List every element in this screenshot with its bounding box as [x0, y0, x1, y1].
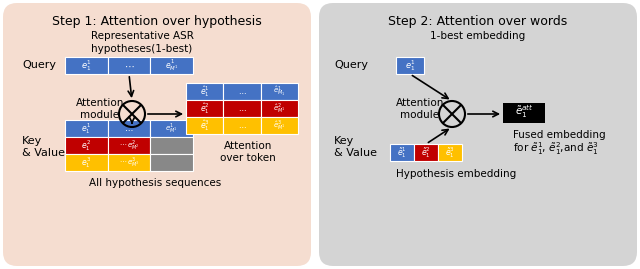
Text: All hypothesis sequences: All hypothesis sequences	[89, 178, 221, 188]
Text: Query: Query	[334, 60, 368, 70]
Text: $\hat{e}_{M^1}^3$: $\hat{e}_{M^1}^3$	[273, 119, 285, 132]
Text: $e_1^3$: $e_1^3$	[81, 155, 92, 170]
Bar	[150, 137, 193, 154]
Bar	[186, 117, 223, 134]
Bar	[390, 144, 414, 161]
Text: Attention
over token: Attention over token	[220, 141, 276, 163]
Bar	[223, 117, 260, 134]
Text: Representative ASR
hypotheses(1-best): Representative ASR hypotheses(1-best)	[91, 31, 193, 54]
Text: $e_1^1$: $e_1^1$	[404, 58, 415, 73]
Text: Hypothesis embedding: Hypothesis embedding	[396, 169, 516, 179]
Text: $\hat{e}_1^1$: $\hat{e}_1^1$	[200, 84, 209, 99]
Bar	[260, 117, 298, 134]
Text: $\cdots$: $\cdots$	[124, 124, 134, 133]
Text: $\tilde{e}_1^1$: $\tilde{e}_1^1$	[397, 145, 407, 160]
Bar	[108, 137, 150, 154]
Text: for $\tilde{e}_1^1$, $\tilde{e}_1^2$,and $\tilde{e}_1^3$: for $\tilde{e}_1^1$, $\tilde{e}_1^2$,and…	[513, 140, 598, 157]
Text: $e_{M^1}^1$: $e_{M^1}^1$	[164, 58, 179, 73]
Text: $\cdots\,e_{M^2}^2$: $\cdots\,e_{M^2}^2$	[118, 139, 140, 153]
Text: $\tilde{e}_1^2$: $\tilde{e}_1^2$	[421, 145, 431, 160]
Text: $e_1^1$: $e_1^1$	[81, 121, 92, 136]
Bar	[65, 120, 108, 137]
Bar	[108, 57, 150, 74]
Text: $\hat{e}_1^2$: $\hat{e}_1^2$	[200, 101, 209, 116]
Text: Fused embedding: Fused embedding	[513, 130, 605, 140]
Text: $\tilde{e}_1^{att}$: $\tilde{e}_1^{att}$	[515, 104, 533, 121]
Bar	[186, 83, 223, 100]
Text: Attention
module: Attention module	[396, 98, 444, 120]
Bar	[260, 83, 298, 100]
FancyBboxPatch shape	[319, 3, 637, 266]
Text: $\cdots$: $\cdots$	[237, 121, 246, 130]
Bar	[108, 154, 150, 171]
Bar	[108, 120, 150, 137]
Text: Attention
module: Attention module	[76, 98, 124, 120]
Bar	[186, 100, 223, 117]
Bar	[65, 137, 108, 154]
Bar	[438, 144, 462, 161]
Bar	[223, 83, 260, 100]
Text: $\cdots$: $\cdots$	[124, 61, 134, 70]
Text: Step 2: Attention over words: Step 2: Attention over words	[388, 15, 568, 28]
Text: $\cdots\,e_{M^3}^3$: $\cdots\,e_{M^3}^3$	[118, 155, 140, 169]
Text: $e_{M^1}^1$: $e_{M^1}^1$	[165, 122, 178, 135]
Text: $\hat{e}_{M_1}^1$: $\hat{e}_{M_1}^1$	[273, 84, 285, 98]
Bar	[414, 144, 438, 161]
Text: $\tilde{e}_1^3$: $\tilde{e}_1^3$	[445, 145, 455, 160]
Bar	[260, 100, 298, 117]
Text: $\hat{e}_1^3$: $\hat{e}_1^3$	[200, 118, 209, 133]
Bar	[223, 100, 260, 117]
Text: $\cdots$: $\cdots$	[237, 87, 246, 96]
Text: Query: Query	[22, 60, 56, 70]
Text: $e_1^1$: $e_1^1$	[81, 58, 92, 73]
Text: Step 1: Attention over hypothesis: Step 1: Attention over hypothesis	[52, 15, 262, 28]
Text: $\cdots$: $\cdots$	[237, 104, 246, 113]
Text: $\hat{e}_{M^1}^2$: $\hat{e}_{M^1}^2$	[273, 102, 285, 115]
Text: 1-best embedding: 1-best embedding	[430, 31, 525, 41]
Text: $e_1^2$: $e_1^2$	[81, 138, 92, 153]
FancyBboxPatch shape	[3, 3, 311, 266]
Bar	[150, 57, 193, 74]
Bar	[396, 57, 424, 74]
Text: Key
& Value: Key & Value	[22, 136, 65, 158]
Bar	[503, 103, 545, 123]
Bar	[65, 154, 108, 171]
Bar	[150, 120, 193, 137]
Text: Key
& Value: Key & Value	[334, 136, 377, 158]
Bar	[150, 154, 193, 171]
Bar	[65, 57, 108, 74]
